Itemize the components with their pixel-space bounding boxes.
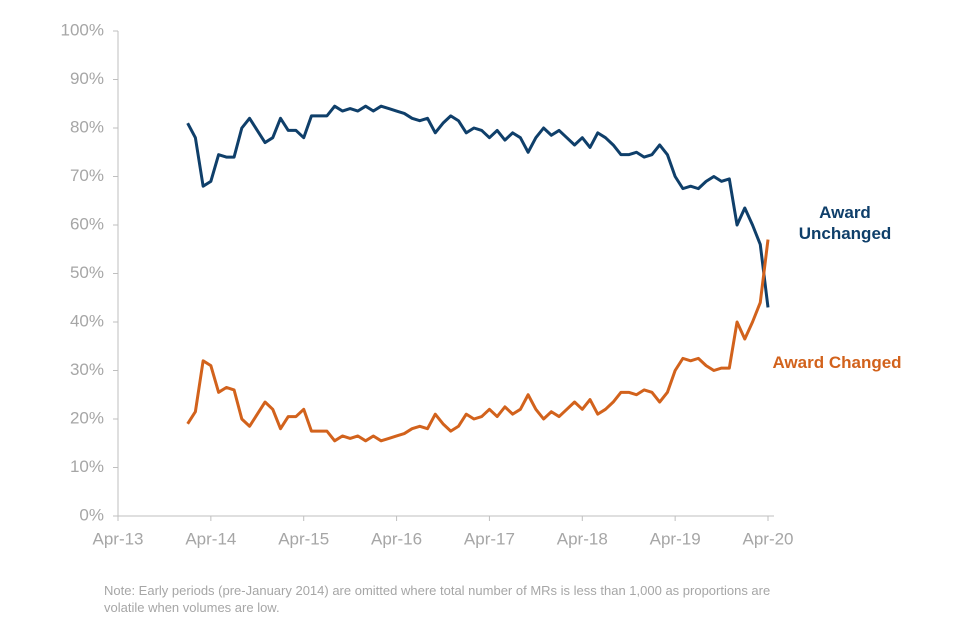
y-tick-label: 20% (70, 408, 104, 427)
y-tick-label: 70% (70, 166, 104, 185)
y-tick-label: 60% (70, 214, 104, 233)
x-tick-label: Apr-17 (464, 529, 515, 548)
note: Note: Early periods (pre-January 2014) a… (104, 583, 771, 615)
y-tick-label: 30% (70, 360, 104, 379)
y-tick-label: 80% (70, 117, 104, 136)
series-line (186, 104, 770, 308)
x-tick-label: Apr-19 (650, 529, 701, 548)
x-tick-label: Apr-13 (92, 529, 143, 548)
y-tick-label: 40% (70, 311, 104, 330)
x-tick-label: Apr-18 (557, 529, 608, 548)
x-tick-label: Apr-20 (742, 529, 793, 548)
y-tick-label: 50% (70, 263, 104, 282)
series-line (186, 239, 770, 443)
series-label: Award Changed (772, 353, 902, 372)
x-tick-label: Apr-15 (278, 529, 329, 548)
y-tick-label: 0% (79, 505, 104, 524)
y-tick-label: 10% (70, 457, 104, 476)
x-tick-label: Apr-14 (185, 529, 236, 548)
series-label: Award Unchanged (798, 203, 892, 243)
y-tick-label: 100% (61, 20, 104, 39)
x-tick-label: Apr-16 (371, 529, 422, 548)
y-tick-label: 90% (70, 69, 104, 88)
